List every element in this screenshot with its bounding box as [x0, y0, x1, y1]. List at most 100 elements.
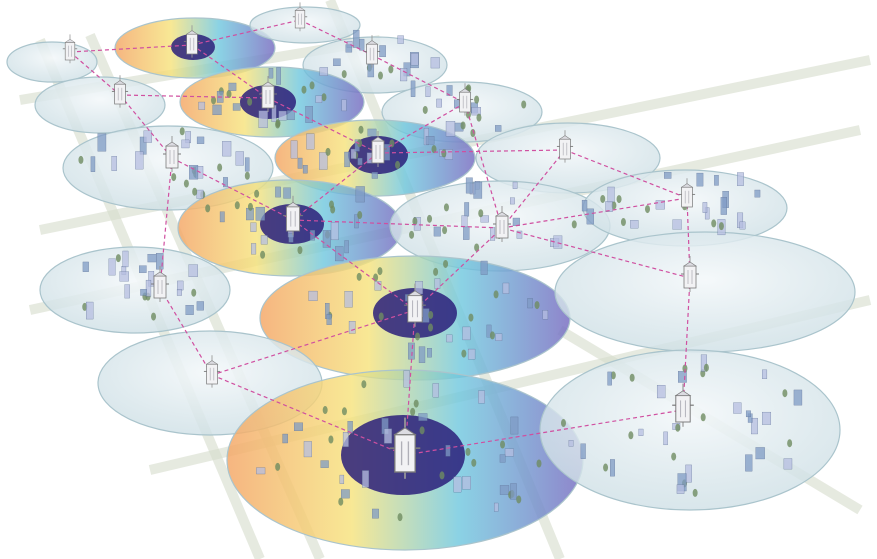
- building-icon: [196, 136, 205, 144]
- tree-icon: [260, 250, 266, 259]
- building-icon: [436, 98, 442, 108]
- building-icon: [350, 148, 357, 159]
- building-icon: [427, 348, 432, 358]
- mesh-link: [414, 227, 503, 311]
- building-icon: [502, 282, 510, 294]
- tree-icon: [461, 349, 467, 358]
- tree-icon: [711, 219, 717, 228]
- building-icon: [278, 110, 287, 121]
- building-icon: [676, 484, 685, 494]
- tree-icon: [82, 302, 88, 311]
- mesh-link: [501, 227, 691, 279]
- building-icon: [302, 165, 308, 174]
- tree-icon: [191, 288, 197, 297]
- tree-icon: [397, 513, 403, 522]
- building-icon: [140, 289, 147, 296]
- building-icon: [610, 459, 615, 477]
- tree-icon: [703, 363, 709, 372]
- tree-icon: [465, 447, 471, 456]
- building-icon: [512, 217, 520, 226]
- building-icon: [185, 305, 194, 315]
- cell-tower-icon: [678, 178, 696, 211]
- tree-icon: [521, 100, 527, 109]
- building-icon: [258, 110, 268, 128]
- tree-icon: [413, 399, 419, 408]
- tree-icon: [325, 147, 331, 156]
- building-icon: [720, 197, 727, 215]
- building-icon: [605, 201, 613, 212]
- building-icon: [754, 189, 761, 198]
- tree-icon: [682, 364, 688, 373]
- building-icon: [762, 411, 772, 425]
- building-icon: [86, 301, 94, 320]
- building-icon: [586, 208, 594, 225]
- tree-icon: [534, 301, 540, 310]
- building-icon: [198, 101, 206, 110]
- building-icon: [283, 187, 291, 199]
- tree-icon: [179, 127, 185, 136]
- building-icon: [672, 219, 682, 230]
- building-icon: [607, 371, 612, 386]
- building-icon: [108, 258, 116, 276]
- tree-icon: [356, 272, 362, 281]
- building-icon: [696, 172, 704, 187]
- building-icon: [678, 371, 687, 383]
- building-icon: [251, 243, 257, 255]
- building-icon: [463, 226, 470, 240]
- tree-icon: [443, 203, 449, 212]
- building-icon: [260, 235, 268, 245]
- mesh-link: [69, 51, 121, 96]
- mesh-link: [564, 149, 688, 199]
- building-icon: [348, 321, 356, 334]
- mesh-link: [404, 409, 684, 456]
- tree-icon: [247, 97, 253, 106]
- building-icon: [342, 432, 349, 447]
- building-icon: [462, 476, 471, 490]
- tree-icon: [644, 205, 650, 214]
- tree-icon: [328, 435, 334, 444]
- building-icon: [303, 441, 312, 458]
- building-icon: [745, 454, 753, 472]
- building-icon: [664, 172, 672, 179]
- building-icon: [256, 467, 266, 475]
- building-icon: [433, 226, 441, 237]
- tree-icon: [297, 246, 303, 255]
- building-icon: [119, 271, 129, 282]
- building-icon: [580, 443, 586, 459]
- tree-icon: [493, 290, 499, 299]
- tree-icon: [244, 171, 250, 180]
- tree-icon: [471, 458, 477, 467]
- tree-icon: [474, 243, 480, 252]
- building-icon: [739, 221, 746, 230]
- building-icon: [219, 211, 225, 223]
- building-icon: [282, 433, 288, 444]
- building-icon: [410, 80, 416, 97]
- tree-icon: [357, 211, 363, 220]
- tree-icon: [226, 90, 232, 99]
- building-icon: [751, 417, 758, 435]
- building-icon: [196, 301, 204, 311]
- building-icon: [733, 402, 742, 414]
- building-icon: [275, 186, 281, 198]
- building-icon: [222, 141, 232, 157]
- building-icon: [188, 264, 198, 277]
- mesh-link: [464, 102, 503, 229]
- tree-icon: [782, 389, 788, 398]
- mesh-link: [299, 19, 373, 56]
- building-icon: [504, 448, 514, 457]
- building-icon: [344, 151, 350, 168]
- building-icon: [486, 324, 492, 338]
- tree-icon: [433, 267, 439, 276]
- coverage-cell: [34, 76, 166, 134]
- building-icon: [315, 95, 323, 103]
- building-icon: [177, 280, 184, 291]
- tree-icon: [358, 125, 364, 134]
- tree-icon: [322, 406, 328, 415]
- tree-icon: [78, 155, 84, 164]
- building-icon: [418, 346, 426, 363]
- tree-icon: [427, 214, 433, 223]
- cell-tower-icon: [556, 130, 574, 163]
- building-icon: [287, 110, 295, 121]
- coverage-cell: [39, 246, 231, 334]
